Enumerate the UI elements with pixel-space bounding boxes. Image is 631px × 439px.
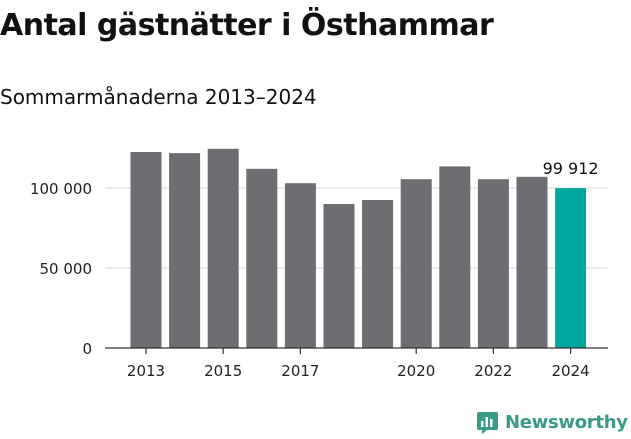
x-tick-label: 2013 bbox=[127, 362, 165, 380]
bar-2017 bbox=[284, 183, 316, 348]
bar-2023 bbox=[516, 176, 548, 348]
bar-2022 bbox=[477, 179, 509, 348]
bar-2015 bbox=[207, 148, 239, 348]
x-tick-label: 2015 bbox=[204, 362, 242, 380]
chart-title: Antal gästnätter i Östhammar bbox=[0, 8, 494, 43]
bar-chart-speech-bubble-icon bbox=[477, 411, 498, 434]
bar-2016 bbox=[246, 168, 278, 348]
bar-2024 bbox=[555, 188, 587, 348]
x-tick-label: 2022 bbox=[474, 362, 512, 380]
chart-subtitle: Sommarmånaderna 2013–2024 bbox=[0, 85, 317, 109]
y-tick-label: 50 000 bbox=[40, 260, 93, 278]
newsworthy-logo: Newsworthy bbox=[476, 408, 628, 436]
y-tick-label: 0 bbox=[82, 340, 92, 358]
data-label-2024: 99 912 bbox=[543, 159, 599, 178]
bar-2013 bbox=[130, 152, 162, 348]
x-tick-label: 2017 bbox=[281, 362, 319, 380]
bar-2018 bbox=[323, 204, 355, 348]
bar-2014 bbox=[169, 153, 201, 348]
brand-name: Newsworthy bbox=[505, 411, 628, 433]
bar-2021 bbox=[439, 166, 471, 348]
y-tick-label: 100 000 bbox=[30, 180, 92, 198]
bar-2019 bbox=[362, 200, 394, 348]
x-tick-label: 2020 bbox=[397, 362, 435, 380]
x-tick-label: 2024 bbox=[552, 362, 590, 380]
bar-2020 bbox=[400, 179, 432, 348]
